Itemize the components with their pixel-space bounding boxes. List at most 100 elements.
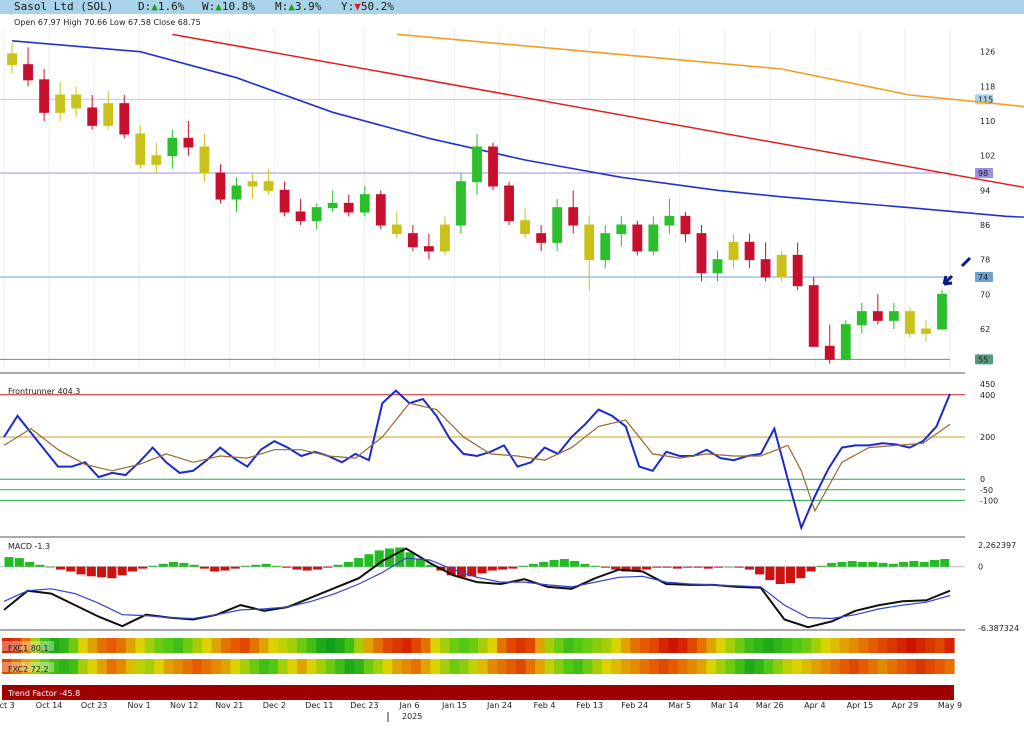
candle-body (520, 220, 531, 235)
macd-histogram-bar (621, 566, 631, 572)
candle-body (231, 185, 242, 200)
heatmap-cell (811, 659, 822, 674)
heatmap-cell (201, 659, 213, 674)
time-tick-label: Jan 6 (398, 701, 419, 710)
heatmap-cell (849, 659, 860, 674)
heatmap-cell (896, 638, 907, 653)
candle-body (504, 185, 514, 222)
heatmap-cell (259, 638, 270, 653)
price-tick-label: 118 (980, 82, 995, 91)
macd-histogram-bar (35, 564, 45, 567)
macd-histogram-bar (662, 566, 672, 568)
candle-body (87, 107, 98, 126)
macd-histogram-bar (642, 566, 652, 570)
time-tick-label: Feb 24 (621, 701, 648, 710)
heatmap-cell (877, 659, 888, 674)
heatmap-cell (782, 659, 793, 674)
heatmap-cell (934, 638, 946, 653)
heatmap-cell (716, 659, 727, 674)
heatmap-cell (506, 638, 517, 653)
macd-histogram-bar (354, 558, 364, 567)
heatmap-cell (668, 659, 679, 674)
heatmap-cell (449, 638, 460, 653)
candle-body (872, 311, 883, 321)
macd-title: MACD -1.3 (8, 542, 50, 551)
time-tick-label: Apr 15 (847, 701, 874, 710)
macd-histogram-bar (693, 566, 703, 568)
candle-body (905, 311, 915, 334)
time-tick-label: Nov 21 (215, 701, 243, 710)
heatmap-cell (458, 638, 470, 653)
heatmap-cell (87, 638, 98, 653)
macd-series-line (3, 557, 951, 620)
candle-body (23, 64, 33, 81)
candle-body (744, 241, 755, 261)
heatmap-cell (316, 638, 327, 653)
year-label: 2025 (402, 712, 422, 721)
heatmap-cell (268, 638, 279, 653)
macd-histogram-bar (107, 566, 117, 579)
price-tick-label: 62 (980, 325, 990, 334)
heatmap-cell (620, 659, 631, 674)
heatmap-cell (592, 659, 603, 674)
macd-histogram-bar (539, 561, 549, 567)
week-change: W:▲10.8% (202, 0, 255, 13)
heatmap-cell (601, 659, 612, 674)
heatmap-cell (839, 659, 850, 674)
heatmap-cell (49, 659, 60, 674)
macd-histogram-bar (117, 566, 127, 576)
macd-histogram-bar (364, 554, 374, 567)
heatmap-cell (896, 659, 907, 674)
heatmap-cell (468, 659, 479, 674)
candle-body (600, 233, 611, 261)
heatmap-cell (811, 638, 822, 653)
heatmap-cell (59, 659, 70, 674)
heatmap-cell (411, 659, 422, 674)
heatmap-cell (573, 659, 584, 674)
candle-body (183, 137, 194, 148)
chart-background (0, 14, 1024, 735)
macd-histogram-bar (775, 566, 785, 584)
macd-histogram-bar (652, 566, 662, 568)
ticker-header: Sasol Ltd (SOL) D:▲1.6% W:▲10.8% M:▲3.9%… (0, 0, 1024, 14)
heatmap-cell (601, 638, 612, 653)
trend-factor-bar (2, 685, 954, 700)
macd-histogram-bar (631, 566, 641, 571)
time-tick-label: Oct 23 (81, 701, 108, 710)
ticker-name: Sasol Ltd (SOL) (14, 0, 114, 13)
candle-body (423, 246, 434, 252)
candle-body (343, 202, 354, 213)
macd-histogram-bar (66, 566, 76, 572)
heatmap-cell (30, 659, 41, 674)
heatmap-cell (458, 659, 470, 674)
heatmap-cell (420, 638, 431, 653)
heatmap-cell (230, 638, 241, 653)
candle-body (632, 224, 643, 252)
heatmap-cell (278, 638, 289, 653)
heatmap-cell (696, 638, 708, 653)
heatmap-cell (449, 659, 460, 674)
macd-histogram-bar (611, 566, 621, 570)
heatmap-cell (820, 638, 831, 653)
heatmap-cell (468, 638, 479, 653)
macd-histogram-bar (282, 566, 292, 568)
candle-body (215, 172, 226, 200)
heatmap-cell (325, 638, 336, 653)
candle-body (247, 181, 258, 187)
candle-body (840, 324, 851, 360)
candle-body (359, 194, 370, 213)
heatmap-cell (125, 638, 136, 653)
frontrunner-tick-label: -50 (980, 486, 993, 495)
macd-histogram-bar (714, 566, 724, 568)
time-tick-label: Jan 24 (486, 701, 512, 710)
heatmap-cell (544, 659, 555, 674)
heatmap-cell (658, 638, 669, 653)
macd-histogram-bar (271, 565, 281, 567)
heatmap-cell (40, 659, 51, 674)
heatmap-cell (525, 659, 536, 674)
heatmap-label-backdrop (2, 662, 54, 672)
price-tick-label: 78 (980, 256, 990, 265)
heatmap-cell (887, 638, 898, 653)
macd-histogram-bar (528, 563, 538, 567)
frontrunner-axis: 450 400 200 0 -50-100 (980, 380, 998, 505)
